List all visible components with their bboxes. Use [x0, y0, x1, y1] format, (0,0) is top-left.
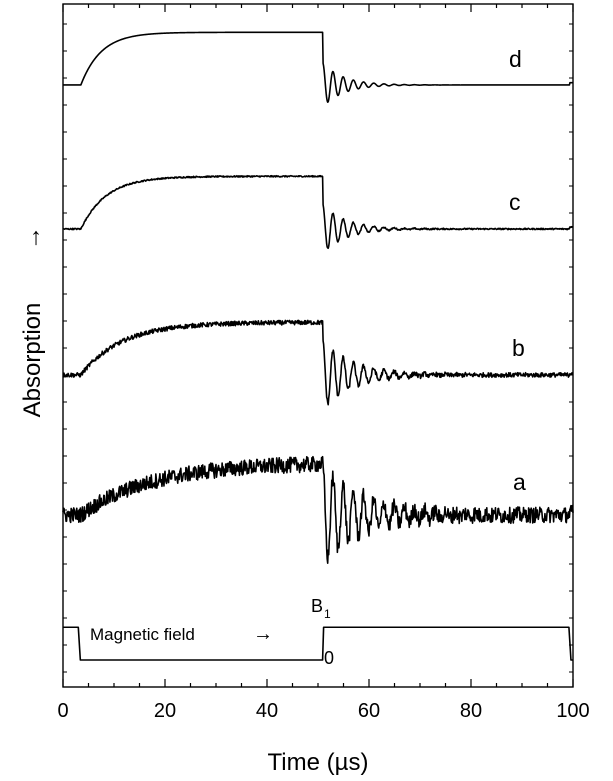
curves-group — [62, 31, 574, 661]
b1-subscript: 1 — [324, 607, 331, 621]
curve-label-d: d — [509, 46, 522, 72]
magnetic-field-arrow: → — [253, 623, 273, 645]
x-axis-ticks: 0 20 40 60 80 100 — [57, 4, 590, 722]
series-magnetic-field — [63, 626, 573, 661]
series-b — [62, 319, 574, 406]
y-axis-title: Absorption — [19, 303, 46, 418]
x-tick-label: 100 — [556, 700, 589, 722]
curve-label-a: a — [513, 469, 526, 495]
x-tick-label: 40 — [256, 700, 278, 722]
curve-label-b: b — [512, 335, 525, 361]
plot-frame — [62, 3, 574, 688]
series-d — [62, 31, 574, 103]
zero-label: 0 — [324, 648, 334, 668]
y-axis-arrow: → — [19, 226, 46, 250]
series-a — [62, 455, 574, 564]
magnetic-field-label: Magnetic field — [90, 625, 195, 644]
x-tick-label: 60 — [358, 700, 380, 722]
b1-label: B — [311, 596, 323, 616]
x-axis-title: Time (µs) — [268, 749, 369, 776]
x-tick-label: 0 — [57, 700, 68, 722]
x-tick-label: 80 — [460, 700, 482, 722]
series-c — [62, 174, 574, 250]
x-tick-label: 20 — [154, 700, 176, 722]
curve-label-c: c — [509, 189, 521, 215]
